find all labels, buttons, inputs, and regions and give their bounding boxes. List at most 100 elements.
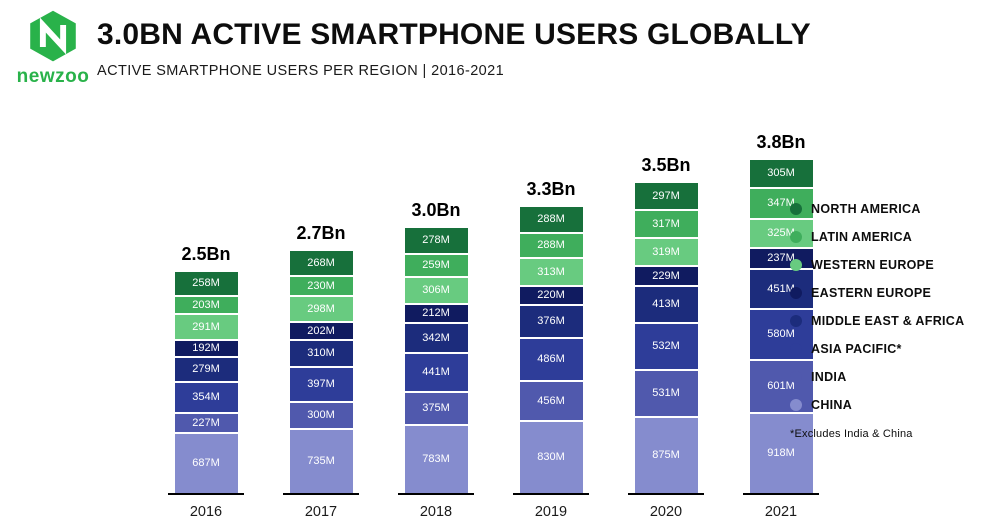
bar-segment-eastern-europe: 220M (519, 285, 583, 304)
year-label: 2019 (534, 504, 568, 520)
bars: 2.5Bn 258M 203M 291M 192M 279M 354M 227M 687M 201… (168, 132, 819, 520)
bar-segment-eastern-europe: 229M (634, 265, 698, 285)
legend-dot (790, 371, 802, 383)
segment-value-label: 580M (767, 328, 795, 340)
segment-value-label: 451M (767, 282, 795, 295)
bar-segment-india: 300M (289, 401, 353, 428)
legend: NORTH AMERICA LATIN AMERICA WESTERN EUROPE… (790, 202, 964, 440)
segment-value-label: 317M (652, 217, 680, 230)
segment-value-label: 918M (767, 447, 795, 459)
segment-value-label: 306M (422, 284, 450, 296)
bar-total-label: 3.3Bn (526, 179, 576, 199)
bar-segment-india: 456M (519, 380, 583, 420)
bar-segment-western-europe: 325M (749, 218, 813, 247)
bar-segment-western-europe: 306M (404, 276, 468, 303)
bar-segment-china: 918M (749, 412, 813, 493)
legend-dot (790, 231, 802, 243)
segment-value-label: 288M (537, 213, 565, 225)
year-label: 2020 (649, 504, 683, 520)
legend-dot (790, 203, 802, 215)
segment-value-label: 230M (307, 279, 335, 292)
legend-item-latin-america: LATIN AMERICA (790, 230, 964, 244)
bar-stack: 305M 347M 325M 237M 451M 580M 601M 918M (749, 160, 813, 493)
bar-baseline (283, 493, 359, 495)
legend-dot (790, 315, 802, 327)
bar-segment-latin-america: 259M (404, 253, 468, 276)
legend-item-china: CHINA (790, 398, 964, 412)
bar-segment-middle-east-africa: 413M (634, 285, 698, 322)
bar-segment-north-america: 297M (634, 183, 698, 209)
bar-column-2017: 2.7Bn 268M 230M 298M 202M 310M 397M 300M 735M 201… (283, 223, 359, 520)
chart-title: 3.0BN ACTIVE SMARTPHONE USERS GLOBALLY (97, 18, 811, 51)
bar-segment-india: 375M (404, 391, 468, 424)
bar-baseline (168, 493, 244, 495)
bar-segment-north-america: 305M (749, 160, 813, 187)
bar-column-2016: 2.5Bn 258M 203M 291M 192M 279M 354M 227M 687M 201… (168, 244, 244, 520)
bar-segment-western-europe: 291M (174, 313, 238, 339)
newzoo-logo-icon (30, 10, 76, 62)
chart-subtitle: ACTIVE SMARTPHONE USERS PER REGION | 201… (97, 63, 505, 79)
legend-item-eastern-europe: EASTERN EUROPE (790, 286, 964, 300)
segment-value-label: 288M (537, 239, 565, 251)
bar-segment-eastern-europe: 212M (404, 303, 468, 322)
legend-items: NORTH AMERICA LATIN AMERICA WESTERN EUROPE… (790, 202, 964, 412)
bar-stack: 268M 230M 298M 202M 310M 397M 300M 735M (289, 251, 353, 493)
bar-segment-latin-america: 230M (289, 275, 353, 295)
segment-value-label: 297M (652, 189, 680, 202)
bar-stack: 288M 288M 313M 220M 376M 486M 456M 830M (519, 207, 583, 493)
bar-column-2019: 3.3Bn 288M 288M 313M 220M 376M 486M 456M 830M 201… (513, 179, 589, 520)
bar-segment-india: 531M (634, 369, 698, 416)
legend-label: NORTH AMERICA (811, 202, 921, 216)
legend-label: MIDDLE EAST & AFRICA (811, 314, 965, 328)
bar-baseline (513, 493, 589, 495)
bar-segment-eastern-europe: 202M (289, 321, 353, 339)
bar-total-label: 3.8Bn (756, 132, 806, 152)
bar-segment-north-america: 278M (404, 228, 468, 253)
segment-value-label: 456M (537, 394, 565, 407)
bar-segment-china: 830M (519, 420, 583, 493)
bar-segment-india: 227M (174, 412, 238, 432)
segment-value-label: 375M (422, 402, 450, 414)
bar-segment-middle-east-africa: 376M (519, 304, 583, 337)
year-label: 2016 (189, 504, 223, 520)
bar-column-2021: 3.8Bn 305M 347M 325M 237M 451M 580M 601M 918M 202… (743, 132, 819, 520)
segment-value-label: 300M (307, 409, 335, 421)
bar-segment-asia-pacific: 441M (404, 352, 468, 391)
segment-value-label: 531M (652, 387, 680, 399)
segment-value-label: 202M (307, 324, 335, 337)
legend-dot (790, 259, 802, 271)
year-label: 2021 (764, 504, 798, 520)
segment-value-label: 687M (192, 457, 220, 469)
segment-value-label: 310M (307, 347, 335, 359)
segment-value-label: 212M (422, 307, 450, 319)
legend-item-asia-pacific: ASIA PACIFIC* (790, 342, 964, 356)
legend-item-india: INDIA (790, 370, 964, 384)
bar-segment-western-europe: 298M (289, 295, 353, 321)
bar-baseline (628, 493, 704, 495)
bar-column-2020: 3.5Bn 297M 317M 319M 229M 413M 532M 531M 875M 202… (628, 155, 704, 520)
segment-value-label: 601M (767, 380, 795, 392)
bar-segment-china: 783M (404, 424, 468, 493)
bar-segment-north-america: 268M (289, 251, 353, 275)
segment-value-label: 875M (652, 449, 680, 461)
segment-value-label: 783M (422, 453, 450, 465)
bar-segment-asia-pacific: 486M (519, 337, 583, 380)
legend-label: INDIA (811, 370, 847, 384)
bar-segment-western-europe: 313M (519, 257, 583, 285)
legend-label: CHINA (811, 398, 853, 412)
bar-segment-china: 875M (634, 416, 698, 493)
bar-segment-latin-america: 347M (749, 187, 813, 218)
year-label: 2018 (419, 504, 453, 520)
segment-value-label: 220M (537, 289, 565, 301)
bar-segment-asia-pacific: 580M (749, 308, 813, 359)
bar-segment-india: 601M (749, 359, 813, 412)
segment-value-label: 486M (537, 353, 565, 365)
segment-value-label: 298M (307, 302, 335, 315)
legend-item-western-europe: WESTERN EUROPE (790, 258, 964, 272)
segment-value-label: 227M (192, 416, 220, 429)
bar-baseline (398, 493, 474, 495)
bar-segment-china: 687M (174, 432, 238, 493)
legend-item-north-america: NORTH AMERICA (790, 202, 964, 216)
segment-value-label: 441M (422, 366, 450, 378)
segment-value-label: 532M (652, 340, 680, 352)
